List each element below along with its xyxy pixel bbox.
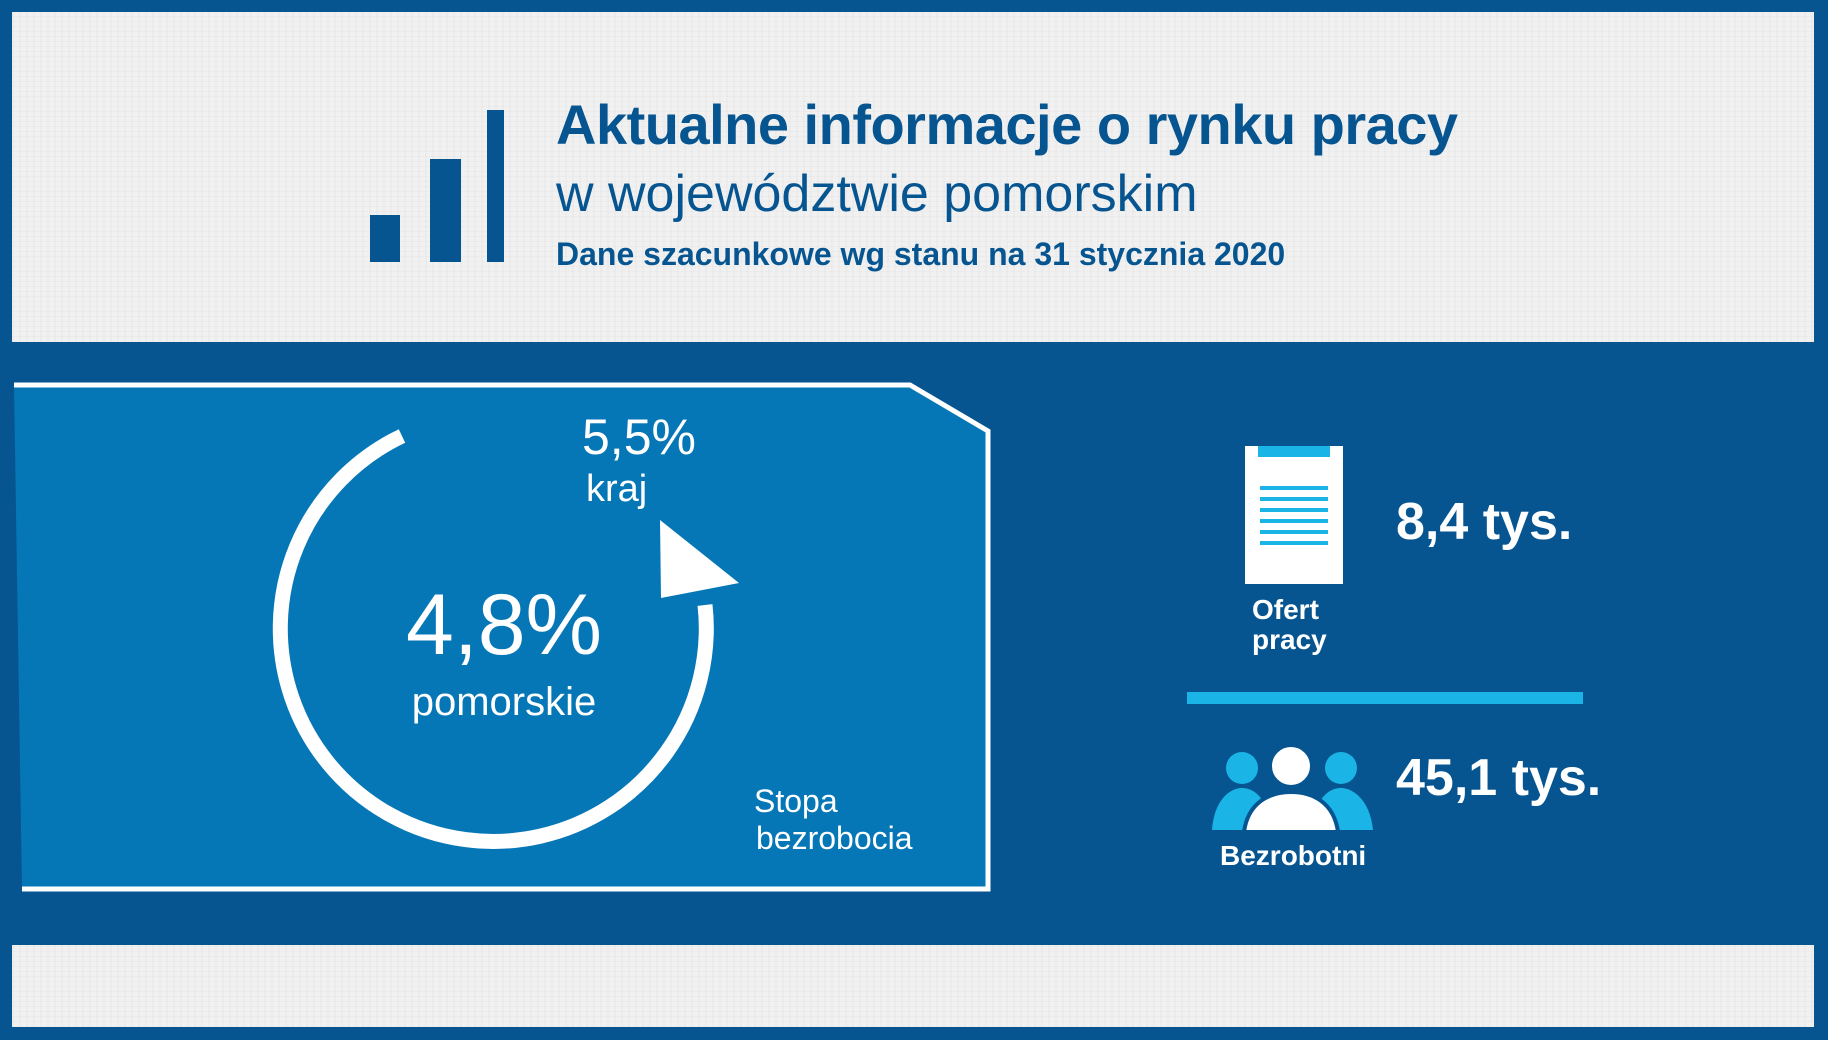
page-title: Aktualne informacje o rynku pracy [556,93,1458,156]
rate-caption-line2: bezrobocia [756,820,913,856]
job-offers-value: 8,4 tys. [1396,493,1573,551]
footer-panel [12,945,1814,1027]
job-offers-label-line2: pracy [1252,624,1327,655]
circular-arrow-icon [272,429,739,849]
page-subtitle: w województwie pomorskim [556,165,1198,223]
rate-caption-line1: Stopa [754,783,838,819]
date-note: Dane szacunkowe wg stanu na 31 stycznia … [556,236,1286,272]
section-divider [1187,692,1583,704]
job-offers-label-line1: Ofert [1252,594,1319,625]
national-rate-value: 5,5% [582,409,696,465]
unemployed-label: Bezrobotni [1220,840,1367,871]
header-panel [12,12,1814,342]
regional-rate-label: pomorskie [411,680,597,724]
people-icon [1212,743,1373,834]
national-rate-label: kraj [586,468,648,510]
unemployment-rate-panel [14,382,991,892]
bar-chart-icon [370,110,504,262]
unemployed-value: 45,1 tys. [1396,749,1602,807]
regional-rate-value: 4,8% [405,577,603,673]
document-icon [1245,446,1343,584]
